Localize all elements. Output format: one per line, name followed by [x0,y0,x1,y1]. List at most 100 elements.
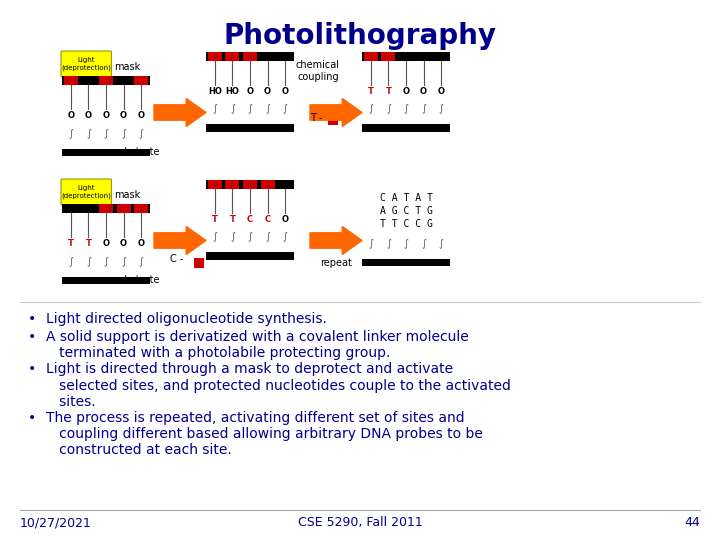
Bar [225,180,240,189]
Text: substrate: substrate [113,275,160,286]
Bar [208,180,222,189]
Text: •: • [28,312,36,326]
Text: O: O [420,87,427,96]
Text: T: T [212,215,217,224]
Text: C A T A T: C A T A T [379,193,433,203]
Text: O: O [438,87,445,96]
Text: ∫: ∫ [121,254,126,265]
Text: T: T [230,215,235,224]
Bar [328,115,338,125]
Text: ∫: ∫ [265,231,270,240]
Bar [362,52,450,61]
FancyBboxPatch shape [61,51,112,77]
Text: chemical
coupling: chemical coupling [296,60,340,82]
FancyBboxPatch shape [61,179,112,205]
Text: Light is directed through a mask to deprotect and activate
   selected sites, an: Light is directed through a mask to depr… [46,362,511,409]
Text: O: O [282,87,289,96]
Text: ∫: ∫ [265,103,270,112]
Text: O: O [120,111,127,120]
Text: Light
(deprotection): Light (deprotection) [61,57,111,71]
Bar [382,52,395,61]
Text: ∫: ∫ [68,126,73,137]
Text: substrate: substrate [113,147,160,158]
Text: ∫: ∫ [68,254,73,265]
Text: ∫: ∫ [368,103,374,112]
Text: ∫: ∫ [86,126,91,137]
Bar [99,76,113,85]
Text: Light directed oligonucleotide synthesis.: Light directed oligonucleotide synthesis… [46,312,327,326]
Text: ∫: ∫ [283,231,288,240]
Text: O: O [102,111,109,120]
Text: ∫: ∫ [248,103,253,112]
Text: O: O [67,111,74,120]
Bar [99,204,113,213]
Text: A G C T G: A G C T G [379,206,433,216]
Bar [62,276,150,284]
Text: ∫: ∫ [212,231,217,240]
Text: Photolithography: Photolithography [223,22,497,50]
Text: O: O [85,111,92,120]
FancyArrow shape [154,98,206,126]
Text: Light
(deprotection): Light (deprotection) [61,185,111,199]
Text: T: T [385,87,392,96]
Text: O: O [138,111,145,120]
Bar [206,124,294,132]
Bar [206,180,294,189]
Bar [134,204,148,213]
Bar [62,76,150,85]
Text: mask: mask [114,62,140,71]
Bar [208,52,222,61]
Text: •: • [28,411,36,425]
Bar [194,258,204,267]
Bar [62,204,150,213]
Text: ∫: ∫ [139,126,144,137]
Text: The process is repeated, activating different set of sites and
   coupling diffe: The process is repeated, activating diff… [46,411,483,457]
Bar [134,76,148,85]
FancyArrow shape [310,226,362,254]
Text: T T C C G: T T C C G [379,219,433,229]
Text: •: • [28,329,36,343]
Text: ∫: ∫ [421,237,426,247]
Bar [243,52,257,61]
Text: ∫: ∫ [104,126,109,137]
Text: ∫: ∫ [403,103,408,112]
Text: 44: 44 [684,516,700,529]
Text: ∫: ∫ [230,231,235,240]
Text: ∫: ∫ [104,254,109,265]
Bar [64,76,78,85]
Bar [225,52,240,61]
Text: 10/27/2021: 10/27/2021 [20,516,92,529]
Text: ∫: ∫ [403,237,408,247]
Text: ∫: ∫ [368,237,374,247]
Text: C: C [264,215,271,224]
Text: HO: HO [225,87,239,96]
Text: O: O [120,239,127,248]
FancyArrow shape [154,226,206,254]
Text: O: O [264,87,271,96]
Text: ∫: ∫ [438,237,444,247]
Text: ∫: ∫ [283,103,288,112]
Text: O: O [138,239,145,248]
Bar [362,259,450,266]
Text: T: T [368,87,374,96]
FancyArrow shape [310,98,362,126]
Text: A solid support is derivatized with a covalent linker molecule
   terminated wit: A solid support is derivatized with a co… [46,329,469,360]
Bar [261,180,274,189]
Text: mask: mask [114,190,140,199]
Text: ∫: ∫ [139,254,144,265]
Text: HO: HO [208,87,222,96]
Text: ∫: ∫ [230,103,235,112]
Text: O: O [402,87,410,96]
Text: C -: C - [170,254,184,264]
Bar [364,52,378,61]
Text: ∫: ∫ [386,237,391,247]
Text: O: O [246,87,253,96]
Text: ∫: ∫ [438,103,444,112]
Text: •: • [28,362,36,376]
Text: T: T [68,239,73,248]
Text: O: O [102,239,109,248]
Text: ∫: ∫ [86,254,91,265]
Text: ∫: ∫ [121,126,126,137]
Bar [62,148,150,156]
Text: ∫: ∫ [248,231,253,240]
